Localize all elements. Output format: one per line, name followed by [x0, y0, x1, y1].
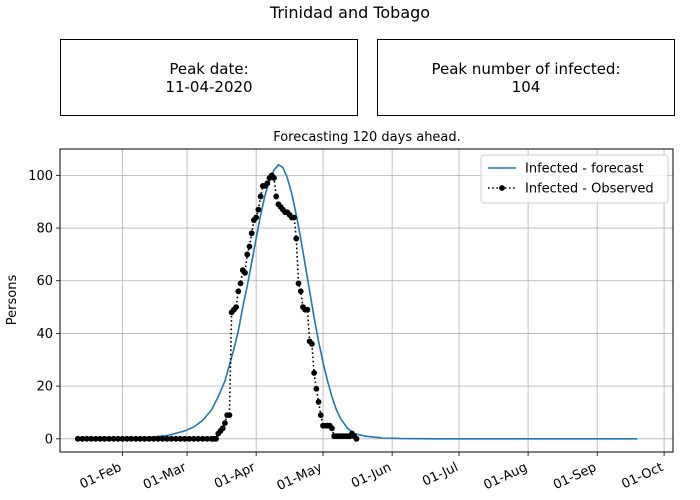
- peak-infected-value: 104: [511, 77, 541, 96]
- y-tick-label: 20: [36, 380, 53, 395]
- observed-point: [101, 435, 108, 442]
- observed-point: [92, 435, 99, 442]
- legend-marker-sample: [499, 185, 505, 191]
- observed-point: [291, 214, 297, 221]
- y-tick-label: 40: [36, 327, 53, 342]
- peak-infected-label: Peak number of infected:: [431, 59, 621, 78]
- observed-point: [257, 193, 264, 200]
- observed-point: [242, 269, 248, 276]
- observed-point: [317, 412, 324, 419]
- observed-point: [115, 435, 121, 442]
- observed-point: [181, 435, 188, 442]
- x-tick-label: 01-May: [275, 460, 325, 494]
- plot-area-frame: [59, 148, 674, 453]
- observed-point: [313, 385, 320, 392]
- observed-point: [271, 175, 277, 181]
- observed-point: [213, 435, 219, 442]
- x-tick-label: 01-Feb: [78, 460, 124, 492]
- observed-point: [293, 235, 300, 242]
- observed-point: [315, 399, 322, 405]
- y-axis-label: Persons: [5, 275, 20, 326]
- observed-point: [168, 435, 175, 442]
- observed-point: [137, 435, 144, 442]
- observed-point: [195, 435, 202, 442]
- x-tick-label: 01-Apr: [212, 460, 258, 492]
- observed-point: [106, 435, 112, 442]
- observed-point: [132, 435, 139, 442]
- observed-point: [353, 435, 360, 442]
- figure-title: Trinidad and Tobago: [269, 3, 431, 22]
- observed-point: [88, 435, 95, 442]
- observed-point: [237, 280, 244, 287]
- chart-legend: Infected - forecast Infected - Observed: [480, 154, 669, 204]
- y-tick-label: 80: [36, 222, 53, 237]
- chart-title: Forecasting 120 days ahead.: [273, 130, 461, 145]
- observed-point: [159, 435, 166, 442]
- y-tick-label: 100: [28, 169, 53, 184]
- observed-point: [119, 435, 126, 442]
- observed-point: [246, 243, 253, 250]
- y-tick-label: 0: [45, 432, 53, 447]
- legend-entry-label: Infected - forecast: [525, 162, 644, 177]
- legend-frame: [480, 154, 669, 204]
- observed-point: [150, 435, 157, 442]
- observed-point: [164, 435, 170, 442]
- observed-point: [97, 435, 104, 442]
- observed-point: [155, 435, 161, 442]
- peak-date-label: Peak date:: [169, 59, 249, 78]
- observed-point: [146, 435, 153, 442]
- observed-point: [233, 304, 240, 310]
- observed-point: [304, 306, 311, 313]
- observed-point: [79, 435, 86, 442]
- observed-point: [264, 180, 271, 187]
- observed-point: [248, 230, 255, 237]
- observed-point: [235, 288, 242, 295]
- x-tick-label: 01-Jun: [349, 460, 394, 491]
- peak-date-box: Peak date: 11-04-2020: [60, 39, 358, 116]
- x-tick-label: 01-Sep: [551, 460, 599, 493]
- observed-point: [244, 251, 251, 258]
- observed-point: [226, 412, 233, 419]
- observed-point: [273, 193, 280, 200]
- axis-layer: 01-Feb 01-Mar 01-Apr 01-May 01-Jun 01-Jul 01-A…: [28, 169, 666, 494]
- observed-point: [177, 435, 184, 442]
- x-tick-label: 01-Aug: [481, 460, 529, 493]
- forecast-line: [77, 163, 638, 440]
- observed-point: [199, 435, 206, 442]
- observed-point: [329, 425, 335, 432]
- observed-point: [83, 435, 90, 442]
- y-tick-label: 60: [36, 274, 53, 289]
- observed-point: [297, 288, 304, 295]
- x-tick-label: 01-Mar: [141, 460, 189, 493]
- peak-infected-box: Peak number of infected: 104: [377, 39, 675, 116]
- observed-point: [186, 435, 193, 442]
- observed-point: [222, 420, 228, 426]
- observed-point: [190, 435, 197, 442]
- observed-point: [173, 435, 179, 442]
- observed-point: [204, 435, 211, 442]
- observed-point: [128, 435, 135, 442]
- peak-date-value: 11-04-2020: [165, 77, 253, 96]
- legend-entry-label: Infected - Observed: [525, 182, 654, 197]
- series-layer: [74, 163, 638, 442]
- observed-point: [219, 425, 226, 432]
- observed-point: [253, 214, 260, 221]
- observed-point: [255, 206, 262, 213]
- observed-point: [141, 435, 148, 442]
- observed-point: [110, 435, 117, 442]
- x-tick-label: 01-Oct: [619, 460, 665, 492]
- observed-point: [295, 280, 302, 287]
- x-tick-label: 01-Jul: [420, 460, 460, 490]
- observed-point: [74, 435, 81, 442]
- observed-point: [308, 341, 315, 347]
- observed-point: [123, 435, 130, 442]
- observed-point: [311, 370, 318, 376]
